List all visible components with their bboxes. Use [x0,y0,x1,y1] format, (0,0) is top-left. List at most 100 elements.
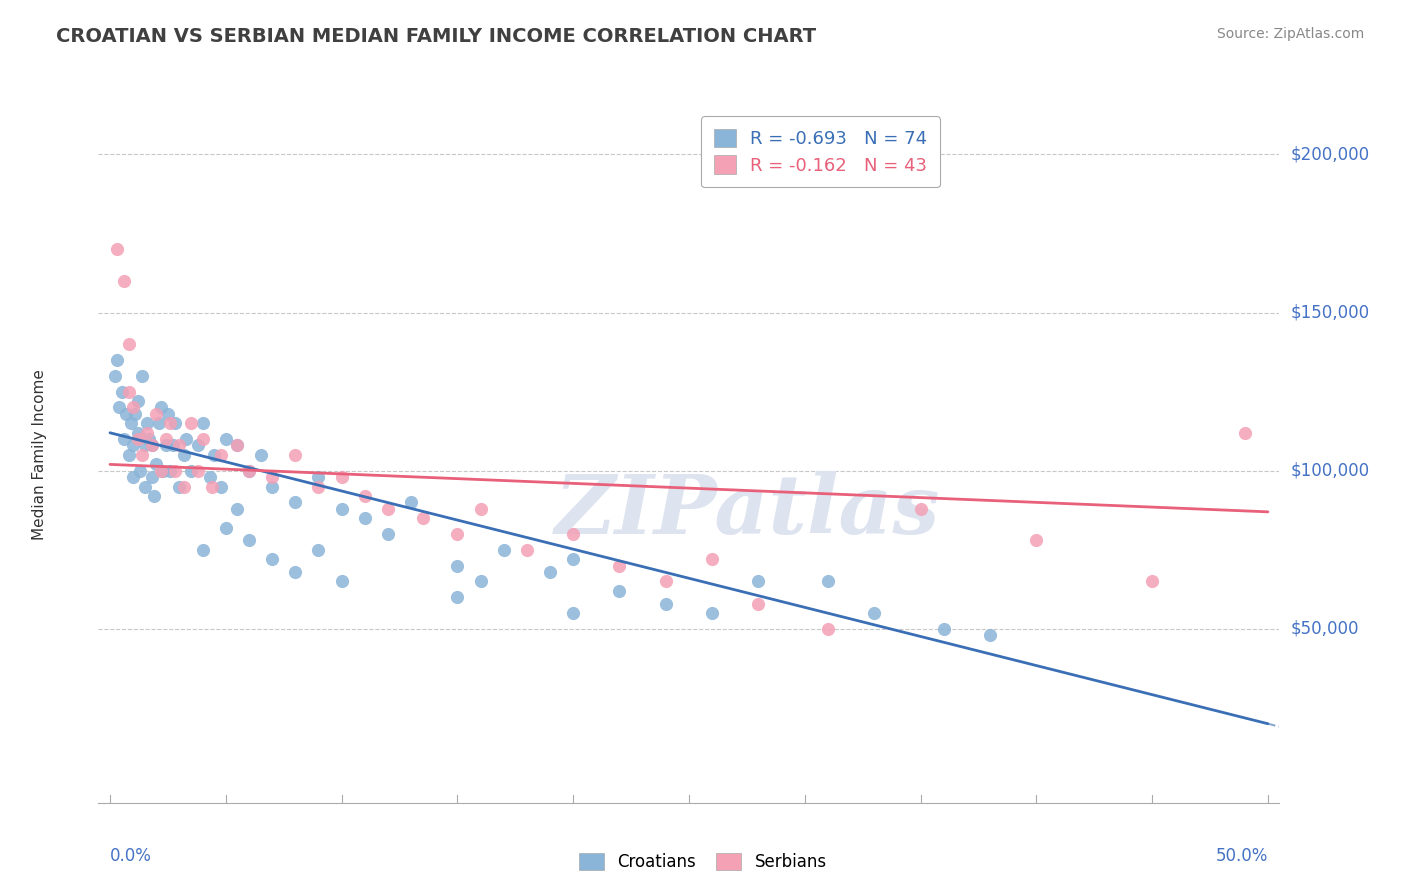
Point [117,448,139,462]
Point [152,464,174,478]
Point [747,574,769,589]
Point [127,425,149,440]
Point [470,501,492,516]
Point [173,448,195,462]
Point [163,464,186,478]
Point [307,470,329,484]
Point [143,489,166,503]
Point [747,597,769,611]
Legend: Croatians, Serbians: Croatians, Serbians [571,845,835,880]
Point [127,394,149,409]
Point [156,407,179,421]
Point [191,432,214,446]
Point [215,432,238,446]
Point [979,628,1001,642]
Point [353,511,375,525]
Point [817,574,839,589]
Point [562,606,585,620]
Point [215,521,238,535]
Text: CROATIAN VS SERBIAN MEDIAN FAMILY INCOME CORRELATION CHART: CROATIAN VS SERBIAN MEDIAN FAMILY INCOME… [56,27,817,45]
Point [226,438,249,452]
Point [108,401,131,415]
Point [377,501,399,516]
Point [149,401,172,415]
Text: ZIPatlas: ZIPatlas [555,471,941,550]
Point [187,464,209,478]
Point [910,501,932,516]
Point [353,489,375,503]
Point [262,470,284,484]
Point [307,542,329,557]
Point [180,417,202,431]
Point [863,606,886,620]
Point [446,527,468,541]
Point [159,464,181,478]
Point [201,479,224,493]
Point [169,479,191,493]
Point [105,353,128,368]
Point [136,425,159,440]
Point [609,558,631,573]
Point [117,384,139,399]
Point [129,464,152,478]
Point [131,368,153,383]
Point [187,438,209,452]
Point [198,470,221,484]
Point [492,542,515,557]
Point [163,417,186,431]
Point [105,243,128,257]
Point [399,495,422,509]
Point [180,464,202,478]
Point [134,479,156,493]
Text: 0.0%: 0.0% [110,847,152,865]
Point [330,501,353,516]
Point [191,417,214,431]
Point [155,432,177,446]
Point [562,527,585,541]
Point [238,464,260,478]
Point [209,448,232,462]
Point [470,574,492,589]
Text: 50.0%: 50.0% [1216,847,1268,865]
Point [249,448,271,462]
Point [932,622,955,636]
Point [330,574,353,589]
Point [226,438,249,452]
Point [122,438,145,452]
Point [134,438,156,452]
Point [136,417,159,431]
Point [159,417,181,431]
Point [145,458,167,472]
Point [122,470,145,484]
Point [446,558,468,573]
Point [284,495,307,509]
Point [162,438,184,452]
Point [655,597,678,611]
Point [226,501,249,516]
Point [138,432,160,446]
Point [127,432,149,446]
Point [377,527,399,541]
Point [284,448,307,462]
Text: Source: ZipAtlas.com: Source: ZipAtlas.com [1216,27,1364,41]
Point [122,401,145,415]
Point [238,533,260,548]
Point [115,407,138,421]
Point [110,384,132,399]
Point [262,552,284,566]
Point [191,542,214,557]
Point [176,432,198,446]
Text: $150,000: $150,000 [1291,303,1369,322]
Point [238,464,260,478]
Point [169,438,191,452]
Text: Median Family Income: Median Family Income [32,369,46,541]
Point [307,479,329,493]
Text: $50,000: $50,000 [1291,620,1360,638]
Point [141,470,163,484]
Legend: R = -0.693   N = 74, R = -0.162   N = 43: R = -0.693 N = 74, R = -0.162 N = 43 [702,116,939,187]
Point [141,438,163,452]
Point [124,407,146,421]
Point [609,583,631,598]
Point [330,470,353,484]
Point [700,606,723,620]
